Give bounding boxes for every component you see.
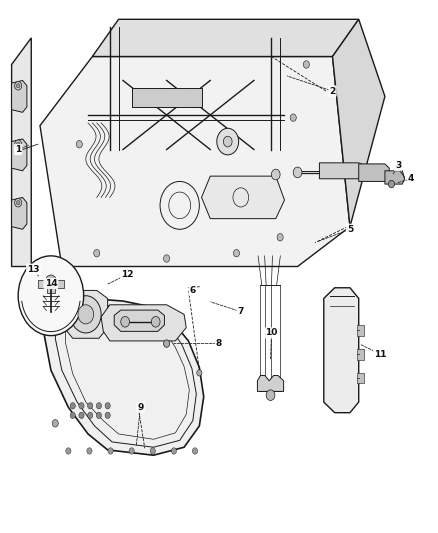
Circle shape — [233, 249, 240, 257]
Circle shape — [266, 390, 275, 400]
Circle shape — [14, 198, 21, 207]
Polygon shape — [12, 197, 27, 229]
Circle shape — [14, 82, 21, 90]
Circle shape — [129, 448, 134, 454]
Circle shape — [192, 448, 198, 454]
Circle shape — [151, 317, 160, 327]
Circle shape — [121, 317, 130, 327]
Polygon shape — [359, 164, 389, 181]
Circle shape — [16, 84, 20, 88]
Circle shape — [94, 249, 100, 257]
Text: 11: 11 — [374, 350, 387, 359]
Text: 12: 12 — [121, 270, 134, 279]
Polygon shape — [64, 290, 108, 338]
Circle shape — [217, 128, 239, 155]
Circle shape — [163, 255, 170, 262]
Circle shape — [87, 448, 92, 454]
Circle shape — [79, 412, 84, 418]
Circle shape — [70, 402, 75, 409]
Polygon shape — [12, 80, 27, 112]
Circle shape — [66, 448, 71, 454]
Polygon shape — [385, 171, 405, 184]
Circle shape — [171, 448, 177, 454]
Circle shape — [96, 412, 102, 418]
Polygon shape — [92, 19, 359, 56]
Text: 7: 7 — [238, 307, 244, 316]
Text: 2: 2 — [329, 86, 336, 95]
Circle shape — [45, 275, 57, 289]
Circle shape — [223, 136, 232, 147]
Circle shape — [70, 412, 75, 418]
Circle shape — [79, 402, 84, 409]
Circle shape — [78, 305, 94, 324]
Circle shape — [277, 233, 283, 241]
Circle shape — [105, 412, 110, 418]
Polygon shape — [324, 288, 359, 413]
Circle shape — [88, 402, 93, 409]
Polygon shape — [319, 163, 367, 179]
Circle shape — [14, 140, 21, 149]
Circle shape — [48, 279, 53, 285]
Circle shape — [197, 369, 202, 376]
Bar — [357, 373, 364, 383]
Circle shape — [389, 180, 395, 188]
Circle shape — [52, 419, 58, 427]
Circle shape — [150, 448, 155, 454]
Circle shape — [163, 340, 170, 348]
Circle shape — [76, 141, 82, 148]
Text: 8: 8 — [216, 339, 222, 348]
Polygon shape — [101, 305, 186, 341]
Text: 5: 5 — [347, 225, 353, 234]
Polygon shape — [12, 139, 27, 171]
Circle shape — [272, 169, 280, 180]
Polygon shape — [44, 290, 204, 455]
Circle shape — [290, 114, 296, 122]
Polygon shape — [332, 19, 385, 227]
Polygon shape — [114, 310, 164, 332]
Circle shape — [293, 167, 302, 177]
Circle shape — [88, 412, 93, 418]
Text: 13: 13 — [27, 265, 40, 273]
Polygon shape — [258, 375, 284, 391]
Circle shape — [16, 142, 20, 147]
Bar — [357, 325, 364, 336]
Text: 14: 14 — [45, 279, 57, 288]
Circle shape — [96, 402, 102, 409]
Text: 10: 10 — [265, 328, 278, 337]
Bar — [357, 349, 364, 360]
Text: 6: 6 — [190, 286, 196, 295]
Text: 3: 3 — [395, 161, 401, 170]
Circle shape — [18, 256, 84, 336]
Circle shape — [108, 448, 113, 454]
Text: 1: 1 — [15, 145, 21, 154]
Polygon shape — [132, 88, 201, 107]
Polygon shape — [38, 280, 64, 293]
Circle shape — [71, 296, 101, 333]
Text: 9: 9 — [137, 403, 144, 412]
Circle shape — [105, 402, 110, 409]
Circle shape — [303, 61, 309, 68]
Polygon shape — [12, 38, 31, 266]
Text: 4: 4 — [408, 174, 414, 183]
Polygon shape — [201, 176, 285, 219]
Polygon shape — [40, 56, 350, 266]
Circle shape — [16, 200, 20, 205]
